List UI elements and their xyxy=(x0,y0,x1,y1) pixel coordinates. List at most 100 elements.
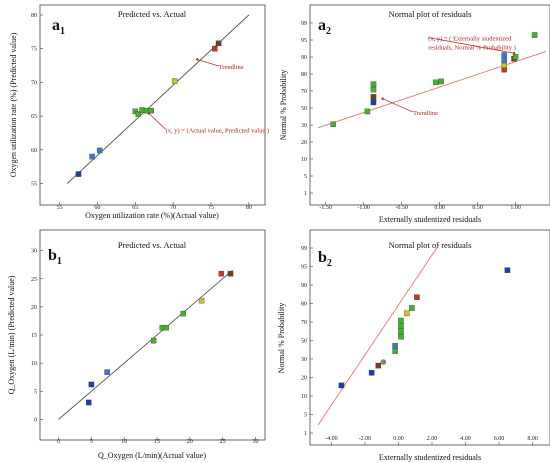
x-tick-label: 8.00 xyxy=(527,436,538,442)
data-point xyxy=(75,171,82,177)
data-point xyxy=(392,348,398,354)
x-tick-label: 4.00 xyxy=(460,436,471,442)
annotation-label: (x, y) = ( Externally studentized xyxy=(428,35,512,42)
data-point xyxy=(398,323,404,329)
panel-label: b1 xyxy=(48,247,62,267)
plot-frame xyxy=(39,229,266,441)
data-point xyxy=(104,369,110,375)
x-tick-label: 10 xyxy=(121,439,127,445)
y-tick-label: 10 xyxy=(301,157,307,163)
trendline xyxy=(317,50,547,129)
y-tick-label: 95 xyxy=(301,265,307,271)
data-point xyxy=(392,343,398,349)
y-tick-label: 99 xyxy=(301,21,307,27)
y-tick-label: 70 xyxy=(31,80,37,86)
y-tick-label: 99 xyxy=(301,246,307,252)
data-point xyxy=(198,297,205,304)
y-axis-label: Normal % Probability xyxy=(279,70,288,141)
y-tick-label: 1 xyxy=(304,191,307,197)
data-point xyxy=(135,111,142,117)
x-axis-label: Externally studentized residuals xyxy=(379,215,481,224)
data-point xyxy=(368,370,375,376)
chart-panel-a1: Predicted vs. Actual a1 Oxygen utilization… xyxy=(9,4,269,220)
y-tick-label: 30 xyxy=(301,123,307,129)
y-tick-label: 20 xyxy=(31,305,37,311)
x-tick-label: 6.00 xyxy=(494,436,505,442)
data-point xyxy=(227,270,234,277)
chart-panel-b2: Normal plot of residuals b2 Externally stu… xyxy=(277,229,550,462)
x-axis-label: Q_Oxygen (L/min)(Actual value) xyxy=(98,451,206,460)
y-tick-label: 75 xyxy=(31,47,37,53)
data-point xyxy=(531,32,538,38)
y-tick-label: 10 xyxy=(31,361,37,367)
data-point xyxy=(96,147,103,154)
y-tick-label: 5 xyxy=(304,174,307,180)
y-tick-label: 80 xyxy=(301,72,307,78)
y-tick-label: 30 xyxy=(31,249,37,255)
x-tick-label: 20 xyxy=(187,439,193,445)
annotation-label: Trendline xyxy=(219,64,244,71)
y-tick-label: 25 xyxy=(31,277,37,283)
data-point xyxy=(501,52,507,58)
x-tick-label: 5 xyxy=(90,439,93,445)
plot-frame xyxy=(309,4,550,206)
trendline xyxy=(317,244,440,426)
data-point xyxy=(380,359,387,365)
y-axis-label: Q_Oxygen (L/min) (Predicted value) xyxy=(7,275,16,394)
y-tick-label: 10 xyxy=(301,394,307,400)
x-tick-label: 1.00 xyxy=(510,205,521,211)
data-point xyxy=(409,305,415,311)
data-point xyxy=(398,328,404,335)
chart-title: Predicted vs. Actual xyxy=(118,240,187,250)
data-point xyxy=(150,337,157,344)
data-point xyxy=(338,382,345,389)
x-tick-label: 0.00 xyxy=(434,205,445,211)
data-point xyxy=(218,270,225,277)
x-tick-label: 80 xyxy=(246,205,252,211)
y-tick-label: 5 xyxy=(34,389,37,395)
panel-label: a2 xyxy=(318,17,331,37)
annotation-arrowhead xyxy=(381,97,384,100)
y-tick-label: 20 xyxy=(301,140,307,146)
y-tick-label: 55 xyxy=(31,182,37,188)
annotation-arrow xyxy=(428,37,515,54)
y-tick-label: 80 xyxy=(301,302,307,308)
y-tick-label: 80 xyxy=(31,13,37,19)
x-tick-label: -1.50 xyxy=(319,205,332,211)
chart-title: Normal plot of residuals xyxy=(389,9,472,19)
x-tick-label: 0.50 xyxy=(472,205,483,211)
data-point xyxy=(171,78,178,84)
x-tick-label: 55 xyxy=(57,205,63,211)
data-point xyxy=(370,99,377,106)
x-tick-label: -4.00 xyxy=(325,436,338,442)
data-point xyxy=(163,324,169,331)
data-point xyxy=(375,362,382,369)
y-tick-label: 50 xyxy=(301,339,307,345)
data-point xyxy=(370,94,377,100)
data-point xyxy=(364,108,371,115)
x-tick-label: 60 xyxy=(94,205,100,211)
chart-panel-b1: Predicted vs. Actual b1 Q_Oxygen (L/min)(A… xyxy=(7,229,266,460)
annotation-arrow xyxy=(382,98,414,113)
x-tick-label: 70 xyxy=(170,205,176,211)
data-point xyxy=(398,317,404,324)
data-point xyxy=(414,294,420,300)
plot-frame xyxy=(309,229,550,446)
y-axis-label: Oxygen utilization rate (%) (Predicted v… xyxy=(9,32,18,177)
x-axis-label: Externally studentized residuals xyxy=(379,453,481,462)
chart-title: Predicted vs. Actual xyxy=(118,9,187,19)
x-tick-label: -0.50 xyxy=(395,205,408,211)
panel-label: b2 xyxy=(318,249,332,269)
y-tick-label: 90 xyxy=(301,283,307,289)
data-point xyxy=(88,381,95,388)
data-point xyxy=(438,78,444,85)
plot-frame xyxy=(39,4,266,206)
x-tick-label: 0 xyxy=(57,439,60,445)
data-point xyxy=(504,267,511,273)
y-tick-label: 15 xyxy=(31,333,37,339)
data-point xyxy=(404,310,410,317)
annotation-label: (x, y) = (Actual value, Predicted value … xyxy=(166,127,269,134)
x-tick-label: 30 xyxy=(252,439,258,445)
data-point xyxy=(370,86,377,93)
